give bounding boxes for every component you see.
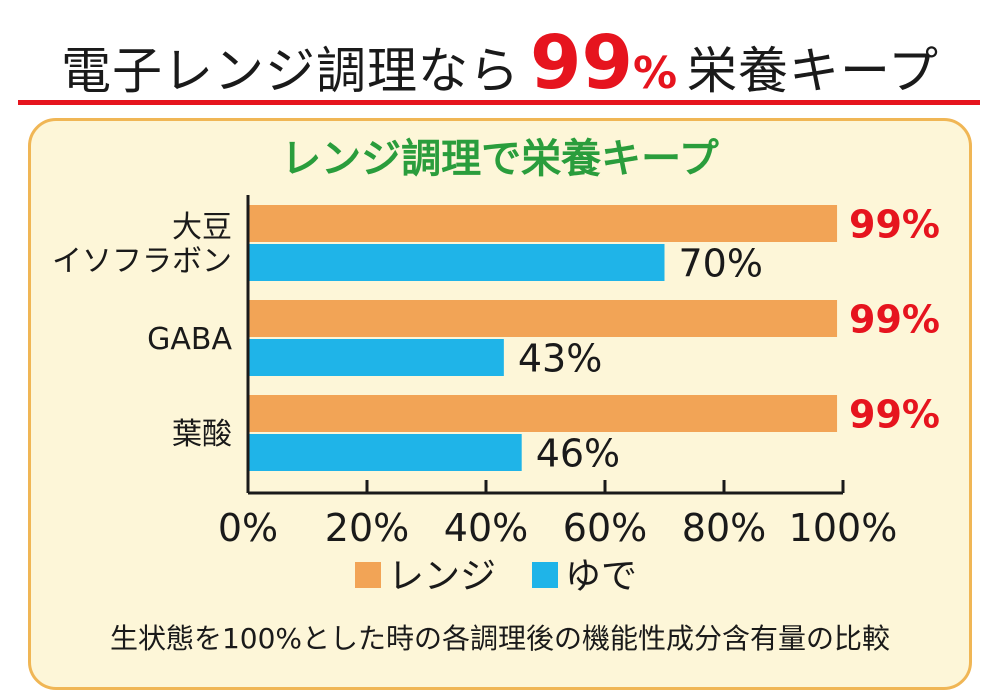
legend-label-range: レンジ xyxy=(388,556,496,597)
x-tick-label-0: 0% xyxy=(218,506,278,550)
legend-swatch-range xyxy=(355,562,381,588)
bar-boil-1 xyxy=(248,339,504,376)
data-label-range-2: 99% xyxy=(849,393,940,437)
headline-percent: 99% xyxy=(530,20,677,106)
data-label-range-1: 99% xyxy=(849,298,940,342)
category-label-0-1: イソフラボン xyxy=(52,244,232,279)
legend: レンジ ゆで xyxy=(355,556,637,597)
data-label-boil-2: 46% xyxy=(536,432,620,476)
bar-boil-2 xyxy=(248,434,522,471)
bar-range-0 xyxy=(248,205,838,242)
data-label-range-0: 99% xyxy=(849,203,940,247)
x-axis: 0% 20% 40% 60% 80% 100% xyxy=(218,195,897,550)
category-label-0-0: 大豆 xyxy=(172,210,232,245)
x-tick-label-4: 80% xyxy=(682,506,766,550)
data-label-boil-0: 70% xyxy=(679,242,763,286)
chart-title: レンジ調理で栄養キープ xyxy=(281,136,719,182)
headline-prefix: 電子レンジ調理なら xyxy=(60,42,520,100)
bars-layer xyxy=(248,205,838,471)
headline-percent-number: 99 xyxy=(529,20,633,106)
chart-footnote: 生状態を100%とした時の各調理後の機能性成分含有量の比較 xyxy=(110,622,890,655)
x-tick-label-2: 40% xyxy=(444,506,528,550)
headline: 電子レンジ調理なら 99% 栄養キープ xyxy=(0,20,1000,106)
legend-swatch-boil xyxy=(532,562,558,588)
x-tick-label-5: 100% xyxy=(789,506,898,550)
category-label-2-0: 葉酸 xyxy=(172,417,232,452)
legend-label-boil: ゆで xyxy=(565,556,637,597)
headline-percent-sign: % xyxy=(632,48,678,99)
bar-boil-0 xyxy=(248,244,665,281)
x-tick-label-3: 60% xyxy=(563,506,647,550)
headline-suffix: 栄養キープ xyxy=(687,42,940,100)
data-label-boil-1: 43% xyxy=(518,337,602,381)
bar-range-1 xyxy=(248,300,838,337)
category-label-1-0: GABA xyxy=(147,322,232,357)
x-tick-label-1: 20% xyxy=(325,506,409,550)
headline-underline xyxy=(18,100,980,105)
bar-range-2 xyxy=(248,395,838,432)
